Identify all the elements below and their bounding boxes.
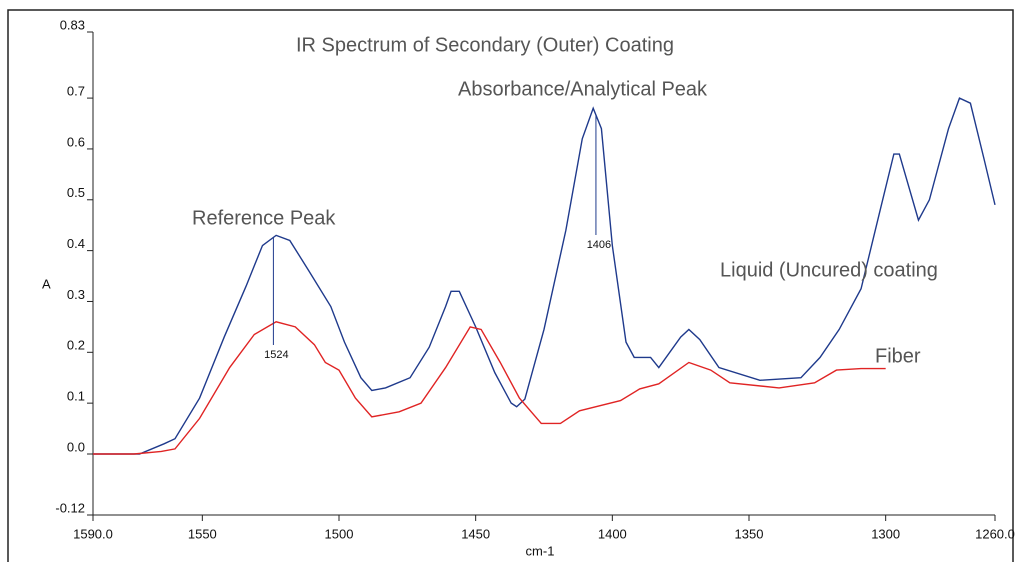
y-axis-label: A (42, 276, 51, 291)
frame (7, 9, 1014, 562)
y-tick-label: 0.6 (67, 134, 85, 149)
x-tick-label: 1260.0 (975, 526, 1015, 541)
y-tick-label: 0.83 (60, 17, 85, 32)
y-tick-label: 0.1 (67, 389, 85, 404)
y-tick-label: 0.7 (67, 84, 85, 99)
x-tick-label: 1350 (735, 526, 764, 541)
x-tick-label: 1500 (325, 526, 354, 541)
x-tick-label: 1400 (598, 526, 627, 541)
x-tick-label: 1590.0 (73, 526, 113, 541)
x-tick-label: 1450 (461, 526, 490, 541)
y-tick-label: 0.0 (67, 439, 85, 454)
peak-label: 1406 (587, 239, 611, 251)
x-tick-label: 1550 (188, 526, 217, 541)
series-label: Liquid (Uncured) coating (720, 259, 938, 281)
y-tick-label: 0.3 (67, 287, 85, 302)
annotation: Absorbance/Analytical Peak (458, 78, 708, 100)
series-label: Fiber (875, 345, 921, 367)
y-tick-label: 0.4 (67, 236, 85, 251)
peak-label: 1524 (264, 349, 288, 361)
y-tick-label: -0.12 (55, 500, 85, 515)
series-line (93, 321, 886, 455)
y-tick-label: 0.5 (67, 185, 85, 200)
y-tick-label: 0.2 (67, 338, 85, 353)
x-tick-label: 1300 (871, 526, 900, 541)
x-axis-label: cm-1 (526, 543, 555, 558)
annotation: Reference Peak (192, 207, 336, 229)
series-line (93, 97, 996, 455)
chart-title: IR Spectrum of Secondary (Outer) Coating (296, 34, 674, 56)
